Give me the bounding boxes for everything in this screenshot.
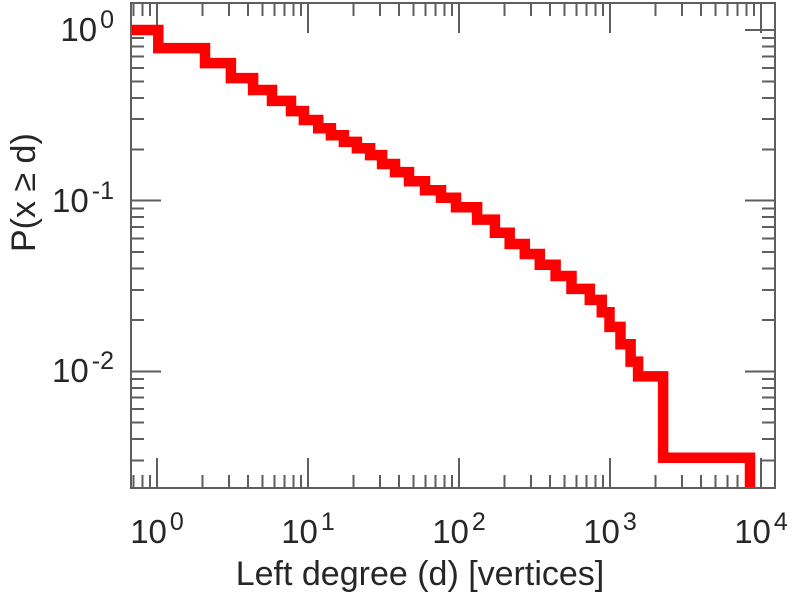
tick-label-exponent: 0 <box>169 508 184 536</box>
tick-label-exponent: 3 <box>622 508 637 536</box>
y-tick-label: 10 0 <box>30 6 114 51</box>
tick-label-exponent: -1 <box>91 177 114 205</box>
tick-label-exponent: 1 <box>320 508 335 536</box>
tick-label-base: 10 <box>281 513 318 550</box>
x-tick-label: 10 1 <box>238 510 378 550</box>
y-tick-label: 10 -2 <box>30 347 114 392</box>
ccdf-step-curve <box>130 24 756 488</box>
x-tick-label: 10 0 <box>87 510 227 550</box>
x-tick-label: 10 2 <box>389 510 529 550</box>
x-tick-label: 10 4 <box>691 510 794 550</box>
tick-label-base: 10 <box>583 513 620 550</box>
x-tick-label: 10 3 <box>540 510 680 550</box>
tick-label-base: 10 <box>60 11 98 48</box>
tick-label-base: 10 <box>130 513 167 550</box>
tick-label-exponent: 4 <box>773 508 788 536</box>
tick-label-exponent: 2 <box>471 508 486 536</box>
tick-label-base: 10 <box>734 513 771 550</box>
tick-label-base: 10 <box>52 182 89 219</box>
plot-frame-border <box>130 2 776 489</box>
tick-label-exponent: 0 <box>100 6 114 34</box>
tick-label-base: 10 <box>432 513 469 550</box>
tick-label-exponent: -2 <box>91 347 114 375</box>
x-axis-title: Left degree (d) [vertices] <box>235 555 605 593</box>
axis-tick-marks <box>131 3 775 488</box>
y-tick-label: 10 -1 <box>30 177 114 222</box>
tick-label-base: 10 <box>52 352 89 389</box>
